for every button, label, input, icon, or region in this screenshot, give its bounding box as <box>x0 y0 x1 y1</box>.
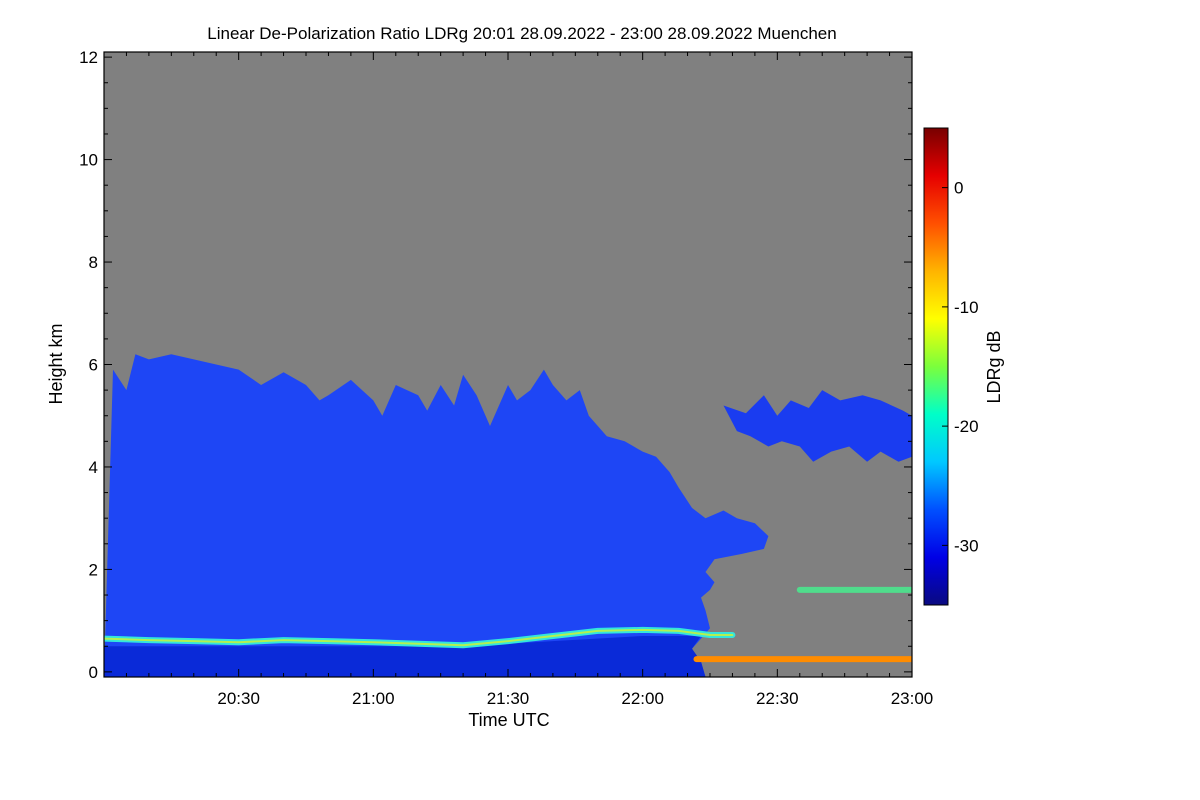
x-tick-label: 22:30 <box>756 689 799 708</box>
x-tick-label: 21:30 <box>487 689 530 708</box>
colorbar-tick-label: -10 <box>954 298 979 317</box>
cloud-upper-patch <box>723 390 912 462</box>
x-tick-label: 20:30 <box>217 689 260 708</box>
colorbar-tick-label: 0 <box>954 179 963 198</box>
y-tick-label: 0 <box>89 663 98 682</box>
colorbar-tick-label: -30 <box>954 536 979 555</box>
colorbar: 0 -10 -20 -30 <box>923 127 979 606</box>
y-axis-title: Height km <box>46 323 66 404</box>
colorbar-tick-label: -20 <box>954 417 979 436</box>
x-tick-label: 23:00 <box>891 689 934 708</box>
cloud-main-layer <box>104 354 769 677</box>
y-tick-label: 6 <box>89 356 98 375</box>
colorbar-title: LDRg dB <box>984 330 1004 403</box>
chart-title: Linear De-Polarization Ratio LDRg 20:01 … <box>207 24 836 43</box>
y-tick-label: 12 <box>79 48 98 67</box>
y-tick-label: 4 <box>89 458 98 477</box>
x-tick-label: 21:00 <box>352 689 395 708</box>
near-surface-dark-layer <box>104 636 706 677</box>
aerosol-layer-cyan-core <box>104 628 734 647</box>
axes: 20:30 21:00 21:30 22:00 22:30 23:00 0 2 4 6 8 10 12 <box>79 48 933 708</box>
y-tick-label: 10 <box>79 151 98 170</box>
y-tick-label: 2 <box>89 560 98 579</box>
y-tick-label: 8 <box>89 253 98 272</box>
colorbar-gradient <box>923 127 949 606</box>
x-axis-title: Time UTC <box>468 710 549 730</box>
x-tick-label: 22:00 <box>621 689 664 708</box>
plot-area <box>104 52 912 677</box>
